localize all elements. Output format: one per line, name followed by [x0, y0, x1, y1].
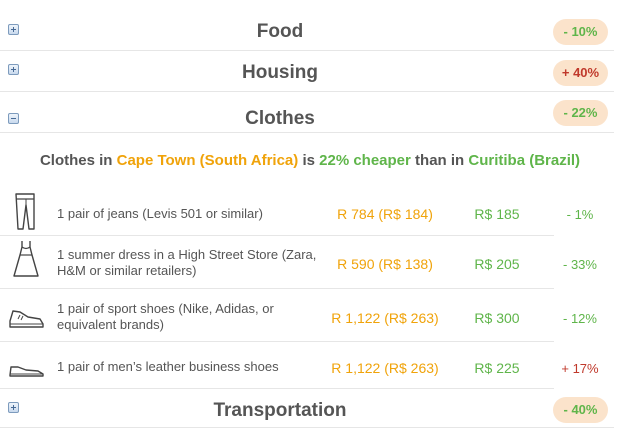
comparison-summary: Clothes in Cape Town (South Africa) is 2…	[0, 152, 620, 169]
dress-icon	[13, 241, 39, 277]
summary-text: Clothes in	[39, 152, 117, 169]
price-city1: R 1,122 (R$ 263)	[331, 360, 439, 376]
list-item: 1 pair of men’s leather business shoes R…	[0, 342, 599, 389]
price-city1: R 590 (R$ 138)	[337, 256, 433, 272]
sport-shoe-icon	[9, 310, 44, 328]
difference-badge: - 22%	[553, 100, 608, 126]
price-city2: R$ 185	[474, 206, 520, 222]
item-name: 1 pair of men’s leather business shoes	[57, 359, 279, 374]
list-item: 1 pair of jeans (Levis 501 or similar) R…	[0, 187, 593, 236]
summary-text: is	[298, 152, 320, 169]
difference-value: - 12%	[563, 311, 597, 326]
summary-city2: Curitiba (Brazil)	[468, 152, 581, 169]
difference-value: - 33%	[563, 257, 597, 272]
summary-city1: Cape Town (South Africa)	[116, 152, 299, 169]
difference-badge: - 10%	[553, 19, 608, 45]
category-title: Clothes	[245, 108, 315, 129]
category-transportation[interactable]: Transportation - 40%	[0, 389, 614, 428]
business-shoe-icon	[9, 366, 44, 377]
category-housing[interactable]: Housing + 40%	[0, 51, 614, 92]
expand-icon[interactable]	[8, 402, 19, 413]
price-city2: R$ 225	[474, 360, 520, 376]
difference-badge: + 40%	[553, 60, 608, 86]
difference-value: + 17%	[561, 361, 599, 376]
item-name: 1 summer dress in a High Street Store (Z…	[57, 247, 317, 278]
price-city2: R$ 205	[474, 256, 520, 272]
difference-value: - 1%	[566, 207, 594, 222]
difference-badge: - 40%	[553, 397, 608, 423]
category-food[interactable]: Food - 10%	[0, 12, 614, 51]
collapse-icon[interactable]	[8, 113, 19, 124]
list-item: 1 summer dress in a High Street Store (Z…	[0, 236, 597, 289]
item-name: 1 pair of jeans (Levis 501 or similar)	[57, 206, 263, 221]
item-name: 1 pair of sport shoes (Nike, Adidas, or …	[57, 301, 274, 332]
summary-percentage: 22% cheaper	[319, 152, 411, 169]
price-city1: R 784 (R$ 184)	[337, 206, 433, 222]
category-title: Transportation	[213, 400, 347, 421]
price-city1: R 1,122 (R$ 263)	[331, 310, 439, 326]
expand-icon[interactable]	[8, 64, 19, 75]
summary-text: than in	[410, 152, 469, 169]
list-item: 1 pair of sport shoes (Nike, Adidas, or …	[0, 289, 597, 342]
category-title: Housing	[242, 62, 318, 83]
category-clothes[interactable]: Clothes - 22%	[0, 92, 614, 133]
jeans-icon	[15, 193, 35, 230]
price-city2: R$ 300	[474, 310, 520, 326]
expand-icon[interactable]	[8, 24, 19, 35]
category-title: Food	[256, 21, 304, 42]
